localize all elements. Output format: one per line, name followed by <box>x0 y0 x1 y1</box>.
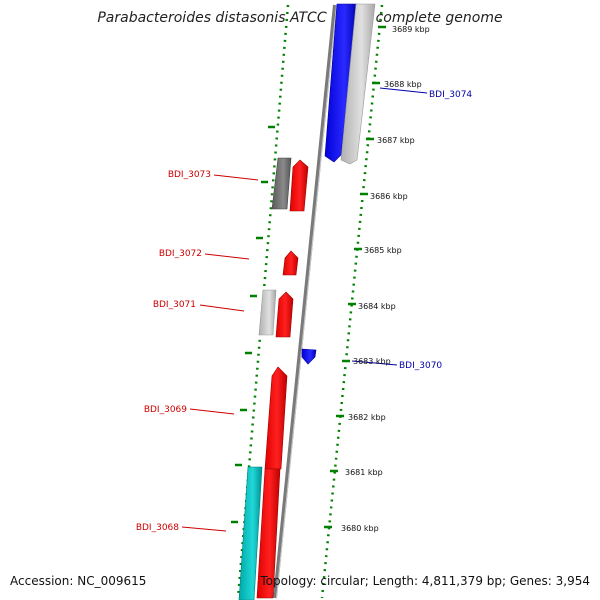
gene-bdi-3071 <box>275 291 294 338</box>
gene-label-bdi-3071: BDI_3071 <box>153 300 196 310</box>
gene-bdi-3072 <box>282 250 299 276</box>
map-title: Parabacteroides distasonis ATCC 8503, co… <box>97 10 503 26</box>
gene-bdi-3068 <box>256 468 281 599</box>
inner-ring <box>236 4 290 599</box>
gene-features <box>238 3 376 600</box>
scale-label: 3685 kbp <box>364 246 402 255</box>
genome-summary-text: Topology: circular; Length: 4,811,379 bp… <box>260 574 590 588</box>
scale-label: 3688 kbp <box>384 80 422 89</box>
scale-label: 3680 kbp <box>341 524 379 533</box>
gene-label-bdi-3072: BDI_3072 <box>159 249 202 259</box>
gene-label-bdi-3068: BDI_3068 <box>136 523 179 533</box>
gene-bdi-3070 <box>301 348 317 365</box>
inner-ticks <box>231 125 275 524</box>
scale-label: 3689 kbp <box>392 25 430 34</box>
gene-bdi-3073 <box>289 159 309 212</box>
outer-ticks <box>324 25 386 529</box>
gene-label-bdi-3069: BDI_3069 <box>144 405 187 415</box>
gene-label-bdi-3073: BDI_3073 <box>168 170 211 180</box>
accession-text: Accession: NC_009615 <box>10 574 147 588</box>
outer-ring <box>320 4 384 599</box>
scale-label: 3686 kbp <box>370 192 408 201</box>
scale-label: 3684 kbp <box>358 302 396 311</box>
genome-backbone <box>273 4 337 599</box>
gene-light-gray <box>258 289 277 336</box>
scale-label: 3681 kbp <box>345 468 383 477</box>
gene-cyan <box>238 466 263 600</box>
gene-label-bdi-3070: BDI_3070 <box>399 361 442 371</box>
scale-label: 3687 kbp <box>377 136 415 145</box>
scale-label: 3683 kbp <box>353 357 391 366</box>
genome-backbone-highlight <box>276 4 337 599</box>
gene-labels: BDI_3074 BDI_3073 BDI_3072 BDI_3071 BDI_… <box>136 90 473 533</box>
scale-label: 3682 kbp <box>348 413 386 422</box>
gene-label-bdi-3074: BDI_3074 <box>429 90 472 100</box>
gene-gray-forward <box>271 157 292 210</box>
scale-labels: 3689 kbp 3688 kbp 3687 kbp 3686 kbp 3685… <box>341 25 430 533</box>
gene-bdi-3069 <box>264 366 288 470</box>
leader-lines <box>181 87 428 532</box>
gene-bdi-3074 <box>324 3 358 163</box>
gene-gray-reverse <box>340 3 376 165</box>
